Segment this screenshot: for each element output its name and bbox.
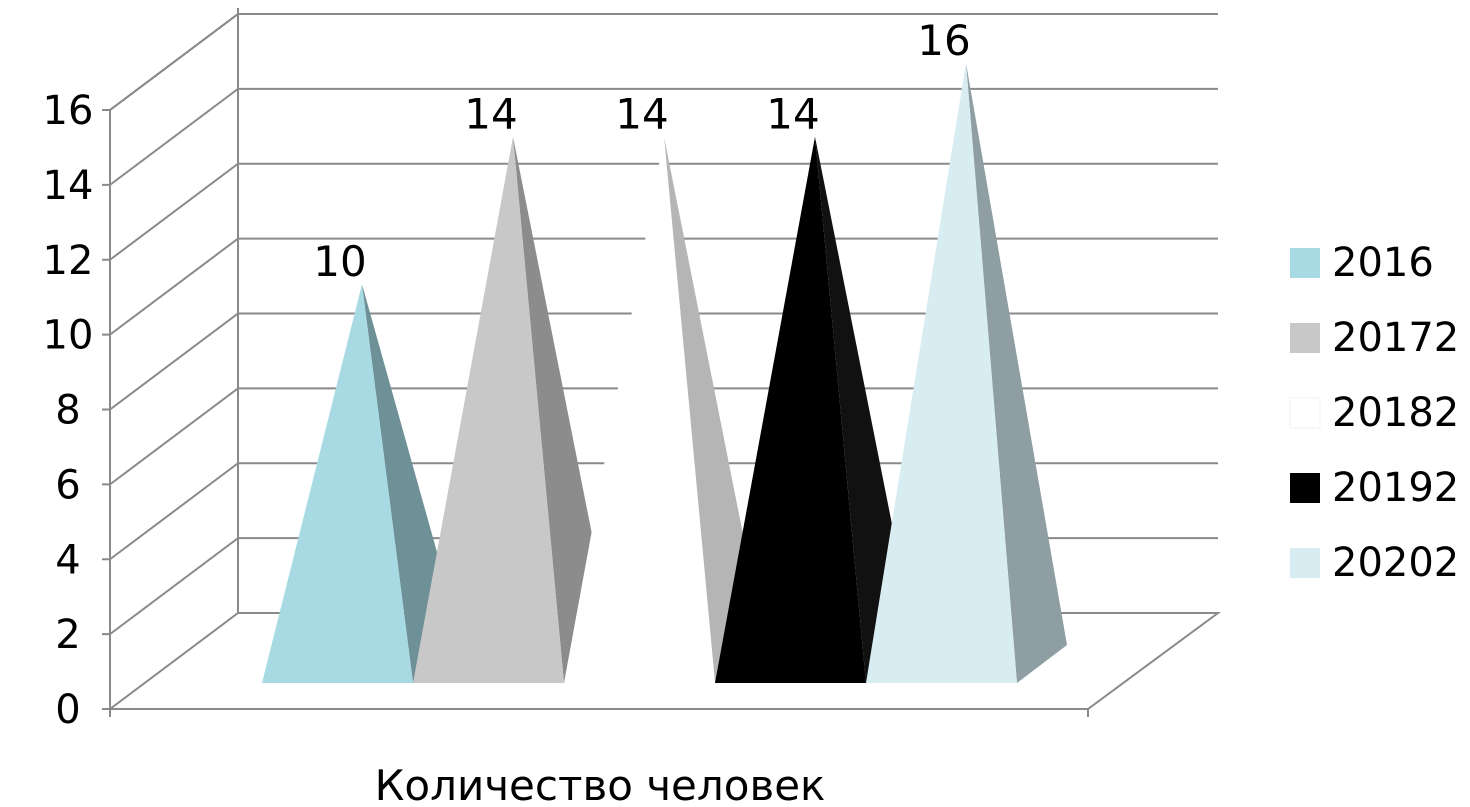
data-label-20202: 16 — [917, 16, 970, 65]
y-tick-label: 12 — [43, 238, 94, 284]
y-tick-label: 8 — [55, 388, 80, 434]
y-tick-label: 14 — [43, 163, 94, 209]
pyramid-2016 — [262, 284, 413, 683]
legend-swatch-20202 — [1290, 548, 1320, 578]
gridline — [109, 237, 1218, 336]
legend-swatch-2016 — [1290, 248, 1320, 278]
gridlines — [109, 13, 1218, 635]
pyramid-20182 — [564, 136, 715, 683]
pyramid-side-20182 — [664, 136, 765, 683]
pyramid-side-20172 — [513, 136, 614, 683]
data-label-20172: 14 — [464, 90, 517, 139]
y-axis: 0 2 4 6 8 10 12 14 16 — [43, 88, 110, 733]
legend-label-20182: 20182 — [1332, 390, 1459, 436]
data-label-2016: 10 — [313, 237, 366, 286]
gridline — [109, 462, 1218, 561]
y-tick-label: 2 — [55, 612, 80, 658]
pyramid-20192 — [715, 136, 866, 683]
y-tick-label: 16 — [43, 88, 94, 134]
legend-label-20192: 20192 — [1332, 465, 1459, 511]
pyramid-side-20202 — [966, 62, 1067, 684]
gridline — [109, 387, 1218, 486]
y-tick-label: 10 — [43, 313, 94, 359]
floor — [109, 612, 1222, 710]
legend-label-2016: 2016 — [1332, 240, 1434, 286]
y-tick-label: 0 — [55, 687, 80, 733]
legend-swatch-20192 — [1290, 473, 1320, 503]
legend-label-20202: 20202 — [1332, 540, 1459, 586]
pyramid-20172 — [413, 136, 564, 683]
gridline — [109, 13, 1218, 111]
legend-swatch-20172 — [1290, 323, 1320, 353]
data-labels: 10 14 14 14 16 — [313, 16, 970, 286]
data-label-20182: 14 — [615, 90, 668, 139]
x-axis-label: Количество человек — [375, 761, 826, 807]
y-tick-label: 6 — [55, 462, 80, 508]
pyramid-20202 — [866, 62, 1017, 684]
legend-label-20172: 20172 — [1332, 315, 1459, 361]
data-label-20192: 14 — [766, 90, 819, 139]
y-tick-label: 4 — [55, 537, 80, 583]
gridline — [109, 312, 1218, 411]
legend-swatch-20182 — [1289, 397, 1321, 429]
legend: 2016 20172 20182 20192 20202 — [1289, 240, 1459, 586]
gridline — [109, 162, 1218, 261]
gridline — [109, 87, 1218, 186]
pyramids — [262, 62, 1067, 684]
